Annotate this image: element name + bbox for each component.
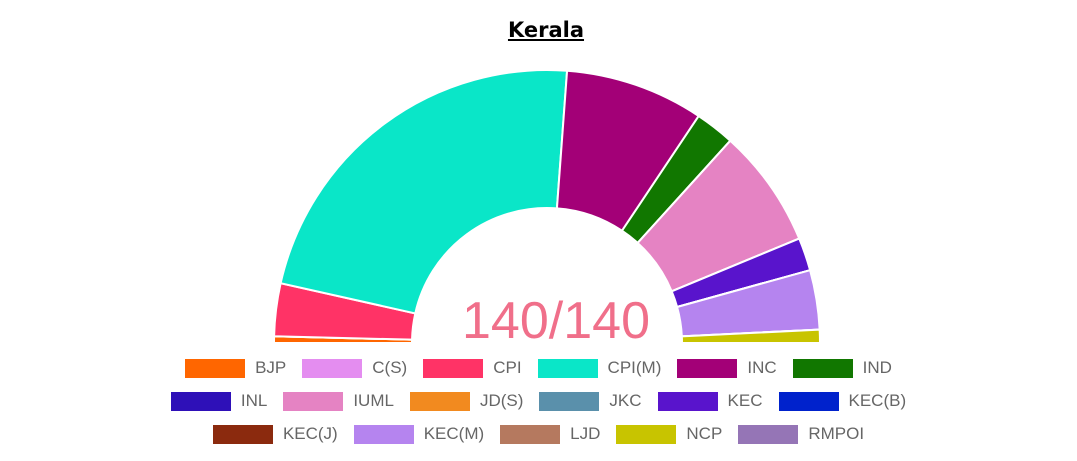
legend-label: NCP xyxy=(686,424,723,443)
legend-swatch xyxy=(500,424,561,444)
legend-label: BJP xyxy=(255,358,287,377)
legend-label: KEC xyxy=(727,391,763,410)
legend-item-rmpoi[interactable]: RMPOI xyxy=(738,424,864,444)
legend-label: CPI xyxy=(493,358,522,377)
legend-row: BJP C(S) CPI CPI(M) INC IND xyxy=(0,358,1077,378)
legend-swatch xyxy=(423,358,484,378)
legend-item-c-s[interactable]: C(S) xyxy=(302,358,407,378)
legend-swatch xyxy=(677,358,738,378)
legend-label: C(S) xyxy=(372,358,408,377)
legend-swatch xyxy=(537,358,598,378)
legend-item-ind[interactable]: IND xyxy=(792,358,892,378)
legend-swatch xyxy=(170,391,231,411)
slice-cpi-m[interactable] xyxy=(279,69,569,315)
center-count: 140/140 xyxy=(462,292,650,350)
legend-item-bjp[interactable]: BJP xyxy=(185,358,286,378)
legend-swatch xyxy=(539,391,600,411)
legend-swatch xyxy=(409,391,470,411)
legend-label: RMPOI xyxy=(808,424,865,443)
legend-label: LJD xyxy=(570,424,601,443)
legend-item-inc[interactable]: INC xyxy=(677,358,777,378)
legend-swatch xyxy=(616,424,677,444)
legend-item-cpi-m[interactable]: CPI(M) xyxy=(537,358,662,378)
legend-swatch xyxy=(657,391,718,411)
legend-label: INC xyxy=(747,358,777,377)
legend-label: IND xyxy=(862,358,892,377)
chart-title: Kerala xyxy=(507,18,585,42)
legend-label: IUML xyxy=(353,391,394,410)
legend-item-kec[interactable]: KEC xyxy=(657,391,763,411)
legend-swatch xyxy=(283,391,344,411)
half-donut-chart: 140/140 xyxy=(272,69,822,350)
legend-item-jd-s[interactable]: JD(S) xyxy=(409,391,524,411)
legend-item-iuml[interactable]: IUML xyxy=(283,391,394,411)
legend-label: JD(S) xyxy=(479,391,524,410)
legend-label: KEC(B) xyxy=(848,391,907,410)
legend-item-kec-j[interactable]: KEC(J) xyxy=(212,424,338,444)
legend-label: KEC(J) xyxy=(282,424,338,443)
legend-item-cpi[interactable]: CPI xyxy=(423,358,522,378)
legend-row: INL IUML JD(S) JKC KEC KEC(B) xyxy=(0,391,1077,411)
legend-label: CPI(M) xyxy=(607,358,662,377)
legend-item-ljd[interactable]: LJD xyxy=(500,424,600,444)
legend-row: KEC(J) KEC(M) LJD NCP RMPOI xyxy=(0,424,1077,444)
legend-item-kec-m[interactable]: KEC(M) xyxy=(353,424,485,444)
legend-swatch xyxy=(353,424,414,444)
legend-swatch xyxy=(212,424,273,444)
legend-swatch xyxy=(302,358,363,378)
legend-item-kec-b[interactable]: KEC(B) xyxy=(778,391,907,411)
legend-swatch xyxy=(185,358,246,378)
legend-label: JKC xyxy=(609,391,642,410)
legend-label: KEC(M) xyxy=(423,424,485,443)
legend-swatch xyxy=(792,358,853,378)
legend-label: INL xyxy=(240,391,268,410)
legend-swatch xyxy=(738,424,799,444)
legend-swatch xyxy=(778,391,839,411)
legend-item-jkc[interactable]: JKC xyxy=(539,391,642,411)
legend-item-inl[interactable]: INL xyxy=(170,391,268,411)
legend-item-ncp[interactable]: NCP xyxy=(616,424,722,444)
